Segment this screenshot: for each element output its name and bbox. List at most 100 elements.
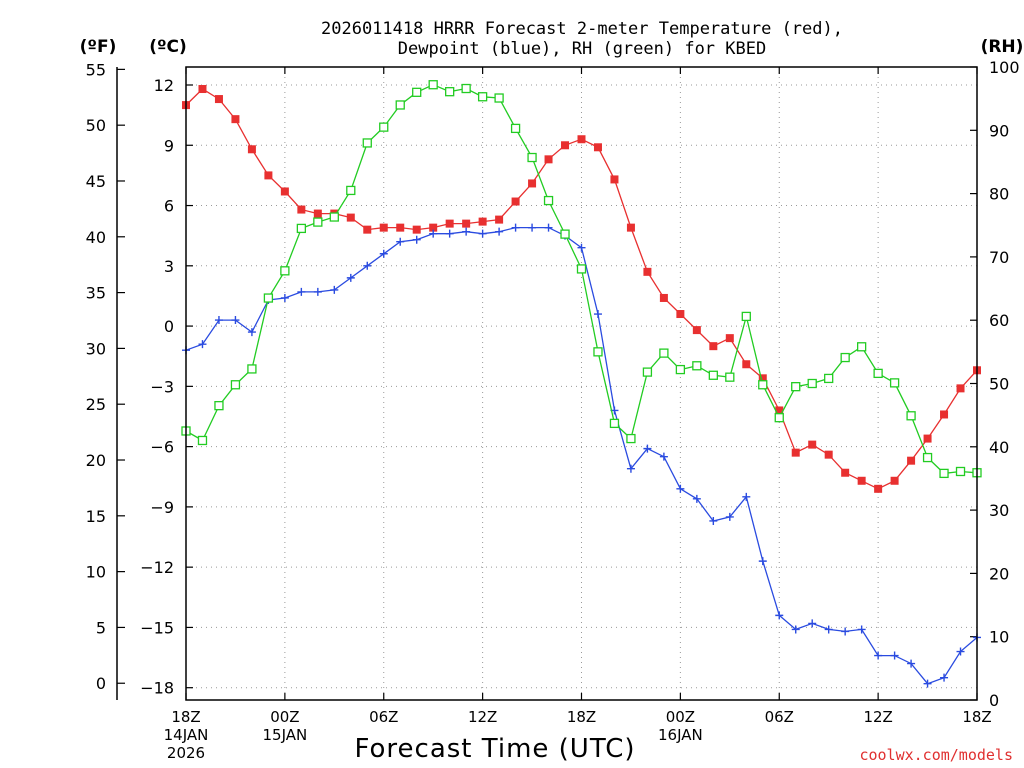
data-point-temperature xyxy=(857,476,866,485)
data-point-rh xyxy=(609,418,620,429)
data-point-rh xyxy=(560,229,570,239)
data-point-rh xyxy=(477,92,488,102)
data-point-rh xyxy=(428,80,438,90)
x-tick-label: 06Z xyxy=(765,708,794,726)
series-dewpoint xyxy=(182,223,981,688)
data-point-dewpoint xyxy=(593,310,602,319)
series-line xyxy=(185,226,978,685)
data-point-rh xyxy=(774,413,784,423)
celsius-tick-label: −3 xyxy=(150,377,174,396)
data-point-temperature xyxy=(709,342,718,351)
data-point-temperature xyxy=(231,115,240,124)
data-point-dewpoint xyxy=(577,243,586,252)
data-point-rh xyxy=(296,223,307,234)
data-point-dewpoint xyxy=(544,223,553,232)
fahrenheit-tick-label: 10 xyxy=(86,563,106,582)
data-point-rh xyxy=(445,87,455,97)
rh-tick-label: 20 xyxy=(989,564,1009,583)
data-point-rh xyxy=(329,212,339,222)
celsius-tick-label: −15 xyxy=(140,618,174,637)
data-point-rh xyxy=(758,380,768,390)
x-tick-label: 18Z xyxy=(567,708,596,726)
data-point-dewpoint xyxy=(313,287,322,296)
data-point-rh xyxy=(247,364,257,374)
data-point-rh xyxy=(675,364,686,375)
data-point-rh xyxy=(576,264,587,274)
data-point-temperature xyxy=(412,225,421,234)
data-point-dewpoint xyxy=(824,625,833,634)
celsius-tick-label: −9 xyxy=(150,498,174,517)
credit-text: coolwx.com/models xyxy=(859,746,1013,764)
fahrenheit-tick-label: 25 xyxy=(86,395,106,414)
series-2-meter-temperature xyxy=(182,85,981,493)
rh-tick-label: 0 xyxy=(989,691,999,710)
data-point-rh xyxy=(626,433,636,444)
data-point-temperature xyxy=(478,217,487,226)
data-point-rh xyxy=(741,311,751,322)
data-point-rh xyxy=(873,368,883,379)
data-point-dewpoint xyxy=(676,484,685,493)
data-point-temperature xyxy=(396,223,405,232)
data-point-temperature xyxy=(495,215,504,224)
celsius-tick-label: 3 xyxy=(164,257,174,276)
x-tick-label: 18Z xyxy=(171,708,200,726)
x-axis-label: Forecast Time (UTC) xyxy=(354,734,635,764)
series-layer xyxy=(181,80,982,688)
data-point-dewpoint xyxy=(247,328,256,337)
data-point-temperature xyxy=(923,434,932,443)
fahrenheit-axis: 0 5 10 15 20 25 30 35 40 45 50 55 xyxy=(86,60,125,700)
chart-title-line-1: 2026011418 HRRR Forecast 2-meter Tempera… xyxy=(321,19,843,39)
data-point-rh xyxy=(922,452,933,463)
chart-title-line-2: Dewpoint (blue), RH (green) for KBED xyxy=(398,39,766,59)
data-point-temperature xyxy=(907,456,916,465)
data-point-dewpoint xyxy=(758,557,767,566)
data-point-dewpoint xyxy=(874,651,883,660)
rh-tick-label: 80 xyxy=(989,185,1009,204)
data-point-dewpoint xyxy=(495,227,504,236)
x-tick-label: 12Z xyxy=(863,708,892,726)
data-point-temperature xyxy=(445,219,454,228)
celsius-tick-label: −12 xyxy=(140,558,174,577)
data-point-dewpoint xyxy=(890,651,899,660)
x-tick-label: 00Z xyxy=(270,708,299,726)
data-point-rh xyxy=(824,373,834,384)
rh-tick-label: 90 xyxy=(989,121,1009,140)
data-point-temperature xyxy=(890,476,899,485)
data-point-dewpoint xyxy=(643,444,652,453)
data-point-temperature xyxy=(874,484,883,493)
fahrenheit-tick-label: 50 xyxy=(86,116,106,135)
data-point-temperature xyxy=(577,135,586,144)
data-point-rh xyxy=(280,266,290,276)
data-point-dewpoint xyxy=(923,679,932,688)
data-point-dewpoint xyxy=(231,316,240,325)
data-point-dewpoint xyxy=(659,452,668,461)
data-point-temperature xyxy=(824,450,833,459)
data-point-rh xyxy=(659,348,669,358)
data-point-rh xyxy=(379,122,389,132)
fahrenheit-tick-label: 55 xyxy=(86,60,106,79)
data-point-dewpoint xyxy=(297,287,306,296)
data-point-rh xyxy=(889,378,900,388)
data-point-temperature xyxy=(676,310,685,319)
data-point-dewpoint xyxy=(330,285,339,294)
data-point-temperature xyxy=(247,145,256,154)
rh-tick-label: 100 xyxy=(989,58,1020,77)
x-tick-label: 12Z xyxy=(468,708,497,726)
celsius-tick-label: −18 xyxy=(140,679,174,698)
x-tick-label: 18Z xyxy=(962,708,991,726)
data-point-rh xyxy=(708,370,718,380)
data-point-temperature xyxy=(561,141,570,150)
data-point-dewpoint xyxy=(445,229,454,238)
celsius-tick-label: 6 xyxy=(164,197,174,216)
data-point-temperature xyxy=(758,374,767,383)
fahrenheit-tick-label: 35 xyxy=(86,284,106,303)
data-point-temperature xyxy=(808,440,817,449)
fahrenheit-tick-label: 20 xyxy=(86,451,106,470)
data-point-dewpoint xyxy=(808,619,817,628)
data-point-rh xyxy=(346,185,356,196)
fahrenheit-tick-label: 0 xyxy=(96,674,106,693)
series-rh xyxy=(181,80,982,479)
celsius-tick-label: −6 xyxy=(150,438,174,457)
data-point-rh xyxy=(692,361,702,371)
